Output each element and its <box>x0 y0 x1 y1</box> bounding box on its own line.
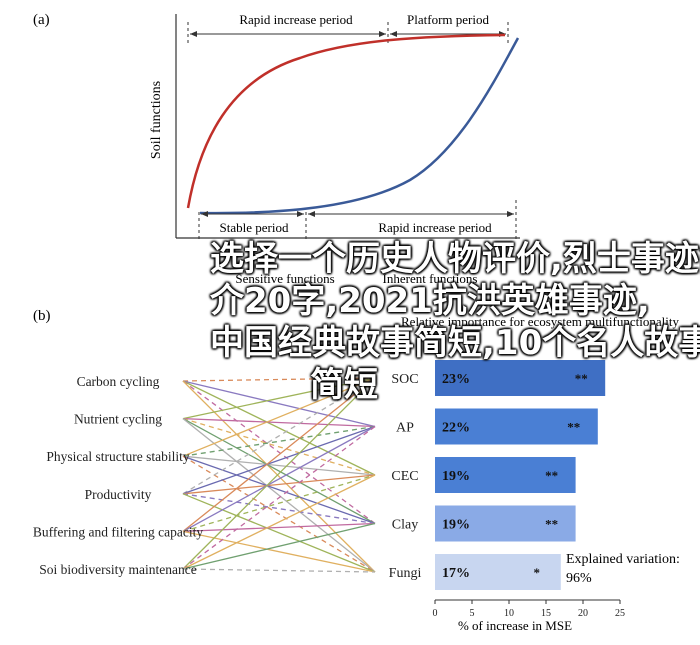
network-link <box>182 377 376 457</box>
network-link <box>182 474 376 495</box>
network-link <box>182 380 376 476</box>
x-fragment-inherent: Inherent functions <box>383 271 478 286</box>
network-link <box>182 377 376 532</box>
network-link <box>182 522 376 533</box>
bar-value-label: 17% <box>442 566 470 581</box>
significance-marker: ** <box>575 371 588 386</box>
bar-chart: 23% ** 22% ** 19% ** 19% ** 17% * <box>435 360 606 590</box>
network-link <box>182 380 376 573</box>
network-link <box>182 474 376 570</box>
network-link <box>182 455 376 573</box>
network-link <box>182 417 376 476</box>
network-link <box>182 377 376 382</box>
network-link <box>182 417 376 428</box>
x-tick-label: 20 <box>578 608 588 619</box>
bar-soc <box>435 360 606 396</box>
bar-value-label: 22% <box>442 421 470 436</box>
bar-cec <box>435 457 576 493</box>
panel-a-axes <box>175 14 520 239</box>
network-link <box>182 380 376 428</box>
bar-clay <box>435 505 576 542</box>
network-link <box>182 418 376 525</box>
bar-value-label: 19% <box>442 518 470 533</box>
bar-value-label: 19% <box>442 469 470 484</box>
y-axis-label: Soil functions <box>149 81 164 159</box>
red-curve <box>186 33 506 209</box>
bar-x-axis: 0 5 10 15 20 25 <box>433 599 625 619</box>
function-label: Soi biodiversity maintenance <box>39 562 196 577</box>
function-labels: Carbon cycling Nutrient cycling Physical s… <box>33 374 204 577</box>
network-link <box>182 418 376 573</box>
period-rapid-increase-top: Rapid increase period <box>239 12 353 27</box>
significance-marker: ** <box>545 468 558 483</box>
period-rapid-increase-bottom: Rapid increase period <box>378 220 492 235</box>
significance-marker: ** <box>545 517 558 532</box>
function-label: Carbon cycling <box>77 374 160 389</box>
period-stable: Stable period <box>220 220 289 235</box>
function-label: Physical structure stability <box>46 449 189 464</box>
function-label: Nutrient cycling <box>74 412 162 427</box>
network-link <box>182 377 376 570</box>
predictor-label: AP <box>396 421 414 436</box>
network-link <box>182 522 376 570</box>
explained-variation-value: 96% <box>566 571 592 586</box>
function-label: Buffering and filtering capacity <box>33 524 204 539</box>
predictor-label: CEC <box>391 469 418 484</box>
predictor-label: Clay <box>392 518 418 533</box>
network-link <box>182 425 376 495</box>
network-link <box>182 425 376 570</box>
significance-marker: ** <box>567 420 580 435</box>
network-link <box>182 474 376 533</box>
top-period-brackets <box>187 22 509 44</box>
network-link <box>182 425 376 532</box>
network-link <box>182 380 376 525</box>
explained-variation-label: Explained variation: <box>566 552 680 567</box>
network-diagram <box>182 377 376 573</box>
bar-fungi <box>435 554 561 590</box>
network-link <box>182 377 376 420</box>
network-link <box>182 377 376 495</box>
blue-curve <box>199 37 520 215</box>
network-link <box>182 530 376 573</box>
bar-chart-title: Relative importance for ecosystem multif… <box>401 314 679 329</box>
network-link <box>182 455 376 525</box>
predictor-labels: SOC AP CEC Clay Fungi <box>389 372 422 581</box>
significance-marker: * <box>534 565 541 580</box>
bar-x-axis-label: % of increase in MSE <box>458 618 572 633</box>
bar-value-label: 23% <box>442 372 470 387</box>
function-label: Productivity <box>85 487 152 502</box>
period-platform: Platform period <box>407 12 489 27</box>
panel-b-label: (b) <box>33 308 51 324</box>
network-link <box>182 568 376 573</box>
x-tick-label: 0 <box>433 608 438 619</box>
x-tick-label: 25 <box>615 608 625 619</box>
bottom-period-brackets <box>198 200 517 240</box>
network-link <box>182 455 376 476</box>
x-tick-label: 15 <box>541 608 551 619</box>
x-tick-label: 10 <box>504 608 514 619</box>
network-link <box>182 493 376 573</box>
bar-ap <box>435 408 598 445</box>
x-fragment-sensitive: Sensitive functions <box>235 271 334 286</box>
panel-a-label: (a) <box>33 12 50 28</box>
predictor-label: SOC <box>391 372 418 387</box>
x-tick-label: 5 <box>470 608 475 619</box>
predictor-label: Fungi <box>389 566 422 581</box>
